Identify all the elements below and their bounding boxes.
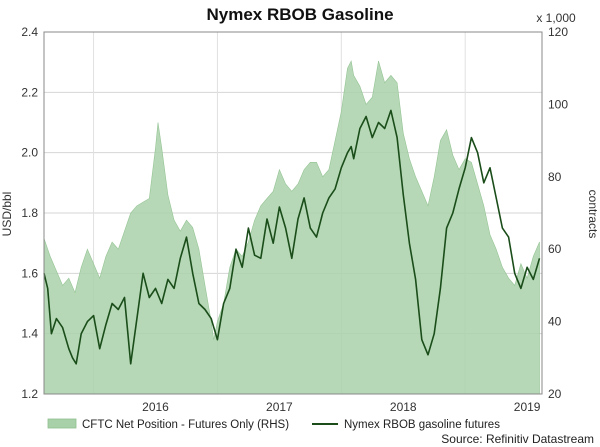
area-series xyxy=(43,60,540,395)
right-tick-label: 80 xyxy=(548,170,562,184)
left-tick-label: 2.0 xyxy=(21,146,38,160)
right-tick-label: 100 xyxy=(548,97,568,111)
right-axis-ticks: 20 40 60 80 100 120 xyxy=(548,25,568,401)
legend: CFTC Net Position - Futures Only (RHS) N… xyxy=(47,418,500,431)
rbob-futures-line xyxy=(43,109,541,365)
left-tick-label: 1.6 xyxy=(21,266,38,280)
chart-title: Nymex RBOB Gasoline xyxy=(206,5,393,24)
legend-area-swatch xyxy=(47,418,77,429)
left-tick-label: 1.2 xyxy=(21,387,38,401)
left-tick-label: 2.2 xyxy=(21,85,38,99)
legend-label-area: CFTC Net Position - Futures Only (RHS) xyxy=(82,419,289,431)
left-axis-ticks: 1.2 1.4 1.6 1.8 2.0 2.2 2.4 xyxy=(21,25,38,401)
legend-label-line: Nymex RBOB gasoline futures xyxy=(344,419,500,431)
x-tick-label: 2016 xyxy=(142,400,169,414)
left-tick-label: 1.4 xyxy=(21,327,38,341)
right-axis-label: contracts xyxy=(586,190,600,239)
plot-frame xyxy=(43,31,543,395)
left-tick-label: 2.4 xyxy=(21,25,38,39)
source-note: Source: Refinitiv Datastream xyxy=(441,432,594,446)
line-series xyxy=(43,109,541,365)
x-tick-label: 2018 xyxy=(390,400,417,414)
x-tick-label: 2017 xyxy=(266,400,293,414)
x-axis-ticks: 2016 2017 2018 2019 xyxy=(142,400,541,414)
right-tick-label: 20 xyxy=(548,387,562,401)
left-tick-label: 1.8 xyxy=(21,206,38,220)
right-axis-multiplier: x 1,000 xyxy=(536,11,576,25)
right-tick-label: 40 xyxy=(548,315,562,329)
right-tick-label: 120 xyxy=(548,25,568,39)
cftc-net-position-area xyxy=(43,60,540,395)
left-axis-label: USD/bbl xyxy=(0,192,14,237)
x-tick-label: 2019 xyxy=(514,400,541,414)
right-tick-label: 60 xyxy=(548,242,562,256)
